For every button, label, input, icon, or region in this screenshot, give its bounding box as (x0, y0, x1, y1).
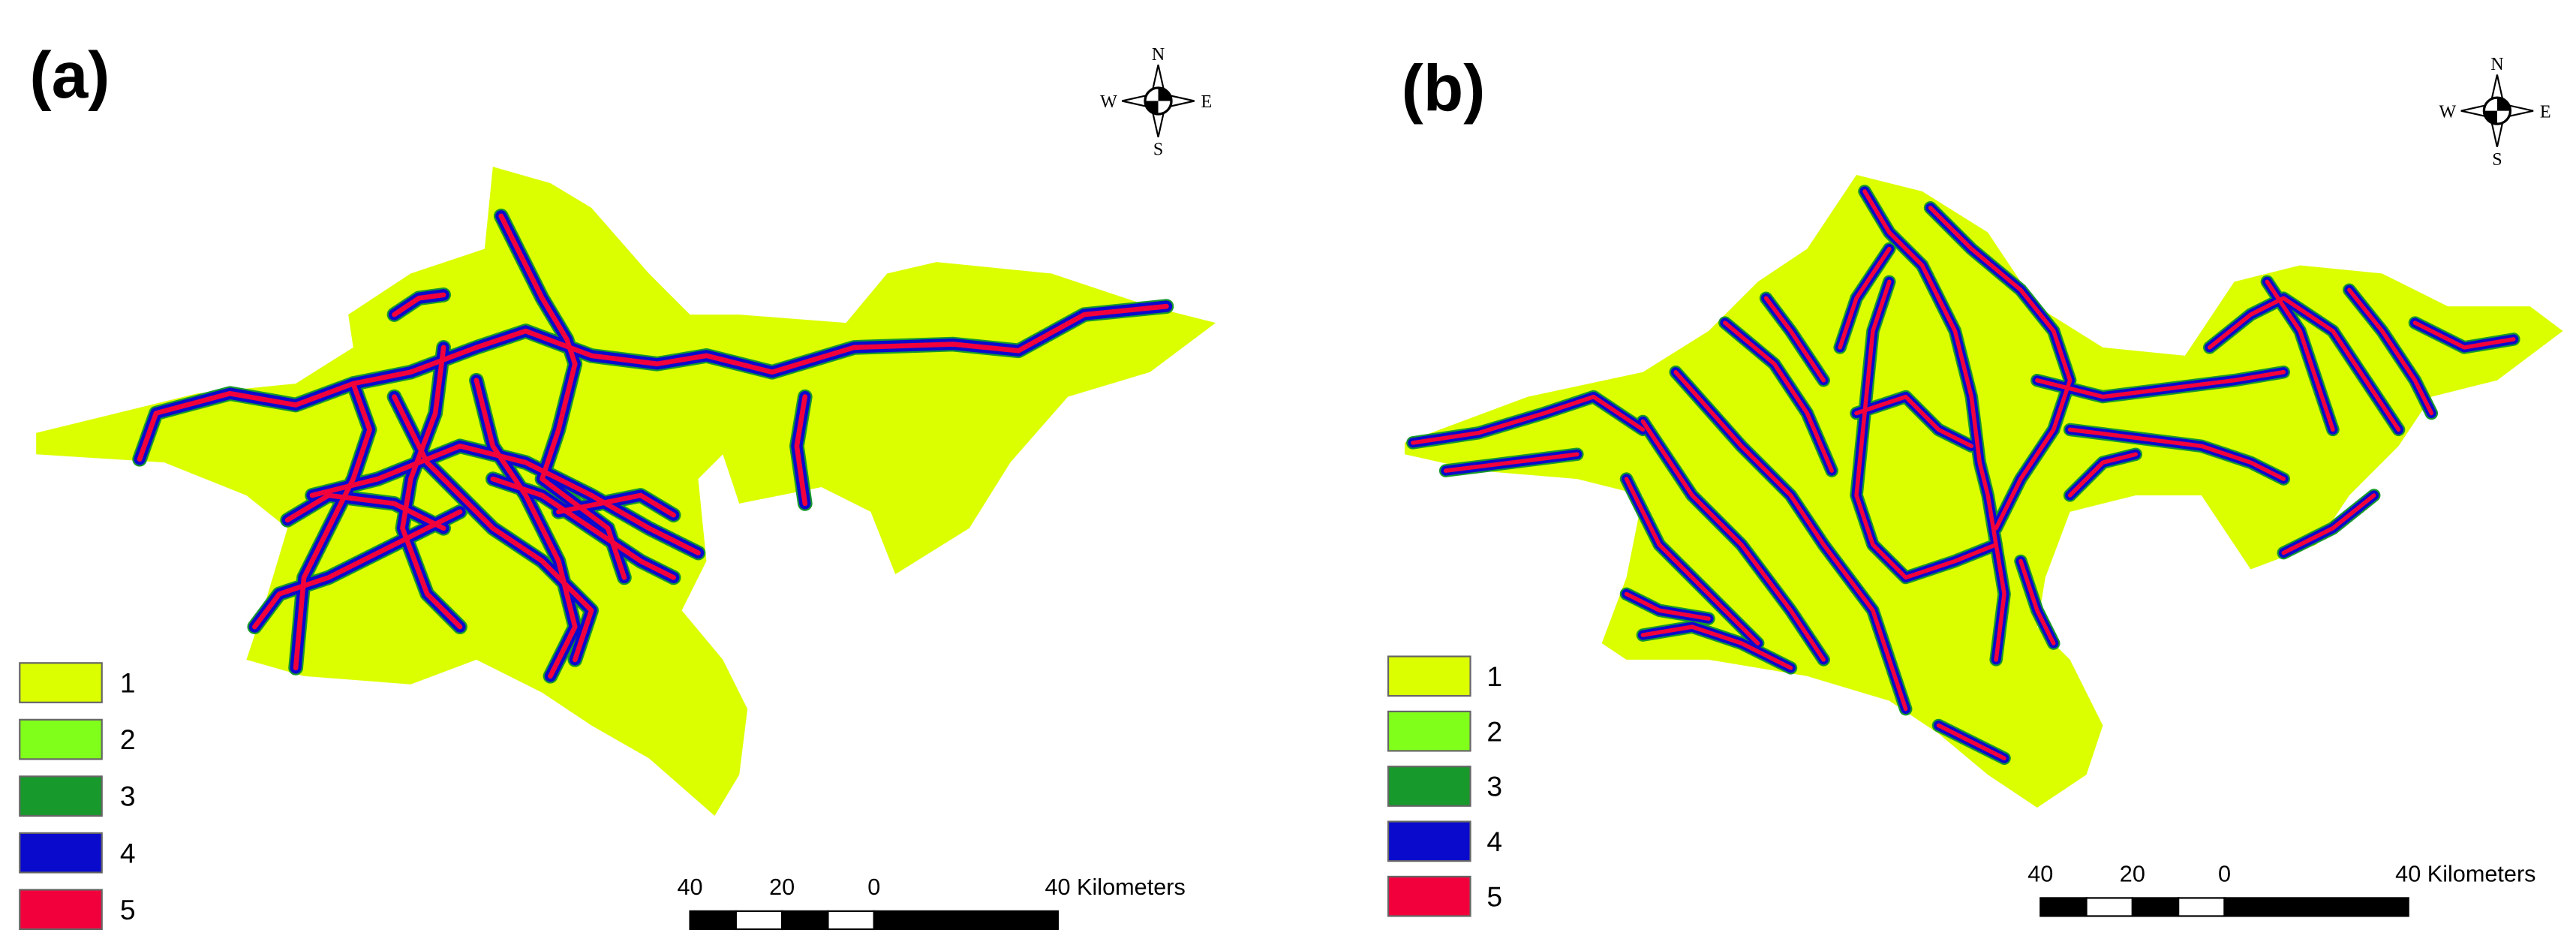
scale-bar-label: 0 (867, 874, 880, 900)
scale-bar-label: 40 Kilometers (2395, 861, 2535, 886)
scale-bar-label: 40 (678, 874, 703, 900)
compass-e: E (2540, 102, 2551, 122)
legend-label: 2 (120, 724, 136, 755)
scale-bar-segment (689, 910, 737, 931)
scale-bar-segment (2223, 897, 2409, 917)
compass-quadrants (2484, 98, 2511, 125)
compass-n: N (1152, 45, 1165, 65)
scale-bar-segment (2039, 897, 2088, 917)
compass: N S W E (2439, 55, 2550, 170)
legend-label: 4 (120, 837, 136, 868)
scale-bar-segment (2085, 897, 2133, 917)
scale-bar-label: 40 (2027, 861, 2053, 886)
legend-swatch (19, 889, 103, 931)
legend-label: 3 (1486, 771, 1502, 802)
scale-bar-segment (781, 910, 829, 931)
scale-bar-label: 0 (2218, 861, 2231, 886)
legend-swatch (1387, 766, 1471, 807)
legend-swatch (19, 832, 103, 874)
scale-bar-label: 20 (769, 874, 795, 900)
compass-s: S (2492, 150, 2502, 170)
compass-s: S (1153, 140, 1163, 160)
compass-n: N (2490, 55, 2503, 74)
legend-label: 5 (120, 894, 136, 925)
legend-label: 1 (120, 667, 136, 699)
compass-quadrants (1145, 87, 1172, 115)
compass-w: W (1100, 92, 1117, 112)
compass-e: E (1201, 92, 1212, 112)
scale-bar-segment (873, 910, 1060, 931)
legend-label: 5 (1486, 880, 1502, 912)
scale-bar-segment (2178, 897, 2226, 917)
scale-bar-label: 40 Kilometers (1045, 874, 1185, 900)
scale-bar-label: 20 (2120, 861, 2145, 886)
legend-label: 1 (1486, 661, 1502, 692)
scale-bar-segment (735, 910, 783, 931)
legend-swatch (1387, 710, 1471, 752)
legend-swatch (19, 718, 103, 760)
panel-label: (a) (29, 38, 110, 112)
scale-bar-segment (827, 910, 875, 931)
compass: N S W E (1100, 45, 1212, 160)
legend-swatch (1387, 875, 1471, 917)
scale-bar-segment (2131, 897, 2180, 917)
legend-label: 2 (1486, 715, 1502, 747)
legend-swatch (19, 662, 103, 703)
legend-swatch (1387, 820, 1471, 862)
legend-label: 4 (1486, 826, 1502, 857)
compass-w: W (2439, 102, 2456, 122)
legend-label: 3 (120, 781, 136, 812)
panel-label: (b) (1402, 52, 1486, 125)
legend-swatch (19, 775, 103, 817)
legend-swatch (1387, 655, 1471, 697)
